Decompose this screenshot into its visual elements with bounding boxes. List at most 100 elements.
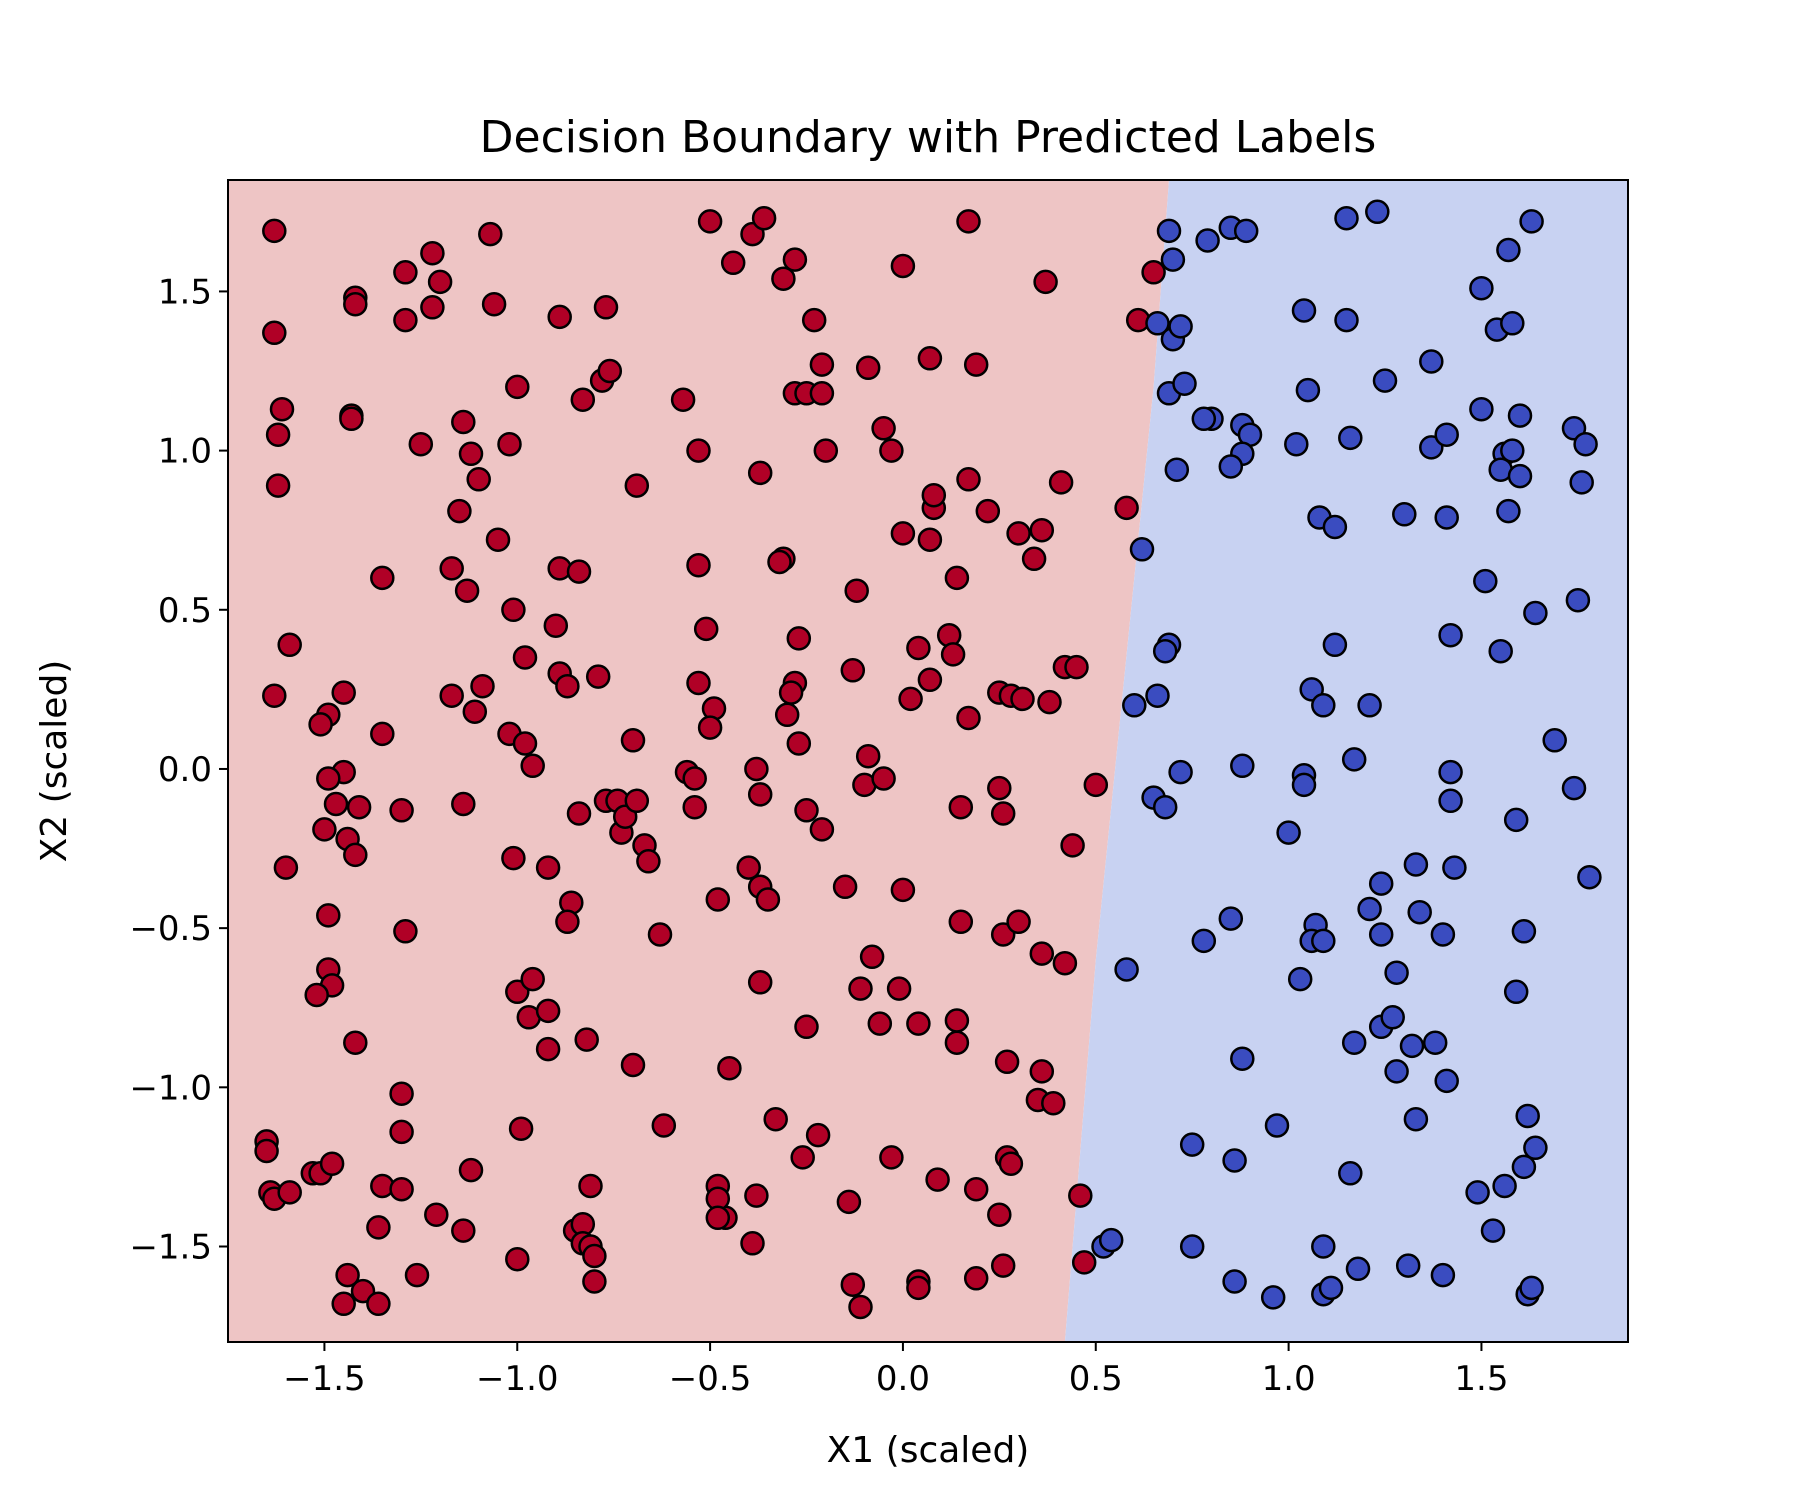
point-class-1 (1152, 794, 1178, 820)
point-class-0 (686, 552, 711, 578)
point-class-1 (1284, 431, 1309, 457)
point-class-1 (1488, 638, 1513, 664)
point-class-1 (1469, 396, 1494, 422)
point-class-0 (501, 597, 526, 623)
point-class-1 (1230, 753, 1255, 779)
point-class-0 (1041, 1090, 1066, 1116)
point-class-0 (505, 374, 530, 400)
point-class-1 (1469, 275, 1494, 301)
point-class-0 (855, 355, 881, 381)
point-class-0 (520, 966, 545, 992)
point-class-1 (1122, 693, 1147, 718)
point-class-0 (686, 438, 711, 463)
point-class-1 (1318, 1275, 1344, 1301)
point-class-0 (420, 240, 445, 266)
point-class-1 (1222, 1269, 1247, 1294)
point-class-1 (1291, 772, 1317, 798)
point-class-0 (316, 766, 341, 791)
point-class-0 (636, 849, 661, 874)
point-class-1 (1341, 747, 1367, 772)
point-class-0 (651, 1113, 677, 1138)
point-class-0 (508, 1116, 534, 1141)
point-class-0 (273, 855, 299, 880)
point-class-0 (277, 632, 302, 658)
point-class-0 (906, 1011, 931, 1036)
plot-frame (227, 179, 1629, 1343)
point-class-0 (420, 295, 445, 320)
point-class-0 (1114, 495, 1139, 521)
point-class-1 (1503, 979, 1529, 1005)
point-class-1 (1368, 922, 1394, 947)
point-class-1 (1218, 906, 1244, 931)
point-class-0 (620, 1052, 646, 1078)
point-class-0 (319, 1151, 345, 1176)
point-class-0 (747, 970, 773, 995)
point-class-0 (505, 1246, 530, 1272)
point-class-0 (370, 565, 395, 591)
point-class-1 (1473, 568, 1498, 594)
point-class-1 (1338, 425, 1363, 451)
y-tick-label: 1.0 (158, 432, 212, 472)
point-class-1 (1496, 237, 1521, 263)
plot-area: −1.5 −1.0 −0.5 0.0 0.5 1.0 1.5 −1.5 −1.0 −0.5 0.0 0… (129, 179, 1629, 1399)
point-class-0 (944, 1030, 970, 1055)
point-class-1 (1511, 919, 1537, 944)
point-class-0 (1060, 833, 1085, 858)
point-class-0 (859, 944, 885, 970)
point-class-0 (840, 658, 866, 683)
x-tick-label: 0.0 (876, 1359, 930, 1399)
point-class-0 (427, 269, 453, 295)
point-class-0 (917, 527, 943, 552)
point-class-0 (451, 791, 476, 817)
point-class-1 (1403, 1106, 1429, 1132)
point-class-1 (1519, 209, 1544, 234)
point-class-1 (1264, 1113, 1290, 1138)
point-class-0 (481, 291, 507, 317)
point-class-0 (370, 721, 395, 747)
point-class-0 (582, 1243, 607, 1269)
point-class-0 (582, 1269, 607, 1294)
point-class-1 (1098, 1227, 1124, 1253)
point-class-0 (335, 1262, 360, 1288)
point-class-1 (1260, 1285, 1286, 1310)
point-class-1 (1338, 1161, 1363, 1186)
point-class-0 (462, 699, 488, 724)
point-class-1 (1168, 314, 1193, 339)
x-tick-label: −1.5 (283, 1359, 366, 1399)
point-class-0 (890, 253, 916, 279)
point-class-1 (1129, 537, 1155, 562)
point-class-0 (906, 635, 931, 661)
point-class-0 (1033, 269, 1058, 295)
point-class-0 (1048, 470, 1074, 495)
point-class-0 (747, 460, 773, 486)
point-class-0 (956, 705, 981, 731)
point-class-0 (389, 798, 414, 823)
point-class-0 (801, 307, 827, 333)
x-tick-label: −0.5 (669, 1359, 752, 1399)
point-class-0 (304, 982, 329, 1008)
point-class-1 (1384, 1059, 1409, 1084)
point-class-0 (458, 441, 484, 467)
point-class-1 (1365, 199, 1390, 225)
point-class-1 (1503, 807, 1529, 833)
point-class-1 (1465, 1180, 1490, 1205)
point-class-0 (697, 715, 723, 740)
point-class-0 (451, 1218, 476, 1243)
point-class-1 (1380, 1005, 1405, 1030)
point-class-0 (265, 473, 291, 498)
point-class-0 (879, 1145, 904, 1170)
point-class-0 (366, 1291, 391, 1317)
point-class-1 (1407, 899, 1432, 925)
point-class-1 (1357, 693, 1382, 718)
point-class-0 (944, 565, 970, 591)
point-class-0 (771, 266, 796, 291)
point-class-1 (1311, 1234, 1336, 1259)
point-class-0 (1010, 686, 1035, 712)
point-class-1 (1434, 505, 1459, 530)
point-class-1 (1357, 896, 1382, 922)
point-class-0 (786, 626, 812, 651)
point-class-0 (963, 1176, 989, 1202)
point-class-0 (254, 1138, 279, 1164)
point-class-0 (998, 1151, 1024, 1176)
point-class-1 (1191, 406, 1217, 432)
